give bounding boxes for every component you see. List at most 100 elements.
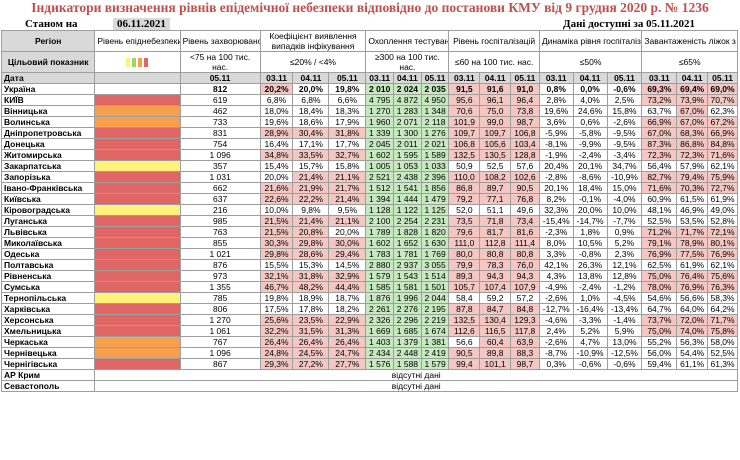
date-label: Дата [0, 72, 96, 84]
dynamics-value: 15,8% [606, 105, 643, 117]
detection-value: 31,3% [328, 325, 367, 337]
legend-swatch-red [144, 58, 149, 68]
hospital-value: 108,2 [479, 171, 512, 183]
hospital-value: 51,1 [479, 204, 512, 216]
detection-value: 44,4% [328, 281, 367, 293]
region-name: Севастополь [0, 380, 96, 392]
hospital-value: 128,8 [510, 149, 540, 161]
region-name: Одеська [0, 248, 96, 260]
dynamics-value: 4,7% [572, 336, 608, 348]
epi-level-swatch [94, 314, 181, 326]
beds-value: 79,4% [676, 171, 709, 183]
dynamics-value: 13,8% [572, 270, 608, 282]
detection-value: 31,8% [292, 270, 330, 282]
region-name: Запорізька [0, 171, 96, 183]
testing-value: 1 444 [393, 193, 422, 205]
dynamics-value: -3,3% [572, 314, 608, 326]
detection-value: 18,0% [259, 105, 294, 117]
beds-value: 52,5% [707, 347, 738, 359]
region-name: Дніпропетровська [0, 127, 96, 139]
testing-value: 1 122 [393, 204, 422, 216]
dynamics-value: -0,6% [606, 358, 643, 370]
detection-value: 34,8% [259, 149, 294, 161]
epi-level-swatch [94, 358, 181, 370]
detection-value: 27,2% [292, 358, 330, 370]
beds-value: 48,1% [641, 204, 678, 216]
table-row: Миколаївська 855 30,3% 29,8% 30,0% 1 602 1 652… [0, 237, 738, 249]
testing-value: 1 820 [420, 226, 450, 238]
dynamics-value: 2,3% [606, 248, 643, 260]
as-of-bar: Станом на 06.11.2021 Дані доступні за 05… [0, 18, 740, 32]
testing-value: 2 261 [365, 303, 395, 315]
testing-value: 2 276 [393, 303, 422, 315]
hospital-value: 49,6 [510, 204, 540, 216]
date-epi-level [94, 72, 181, 84]
dynamics-value: 12,1% [606, 259, 643, 271]
detection-value: 18,4% [292, 105, 330, 117]
hospital-value: 111,4 [510, 237, 540, 249]
incidence-value: 973 [179, 270, 261, 282]
table-row: Черкаська 767 26,4% 26,4% 26,4% 1 403 1 379 1 3… [0, 336, 738, 348]
header-testing: Охоплення тестуванням [365, 30, 450, 52]
beds-value: 67,2% [707, 116, 738, 128]
hospital-value: 103,4 [510, 138, 540, 150]
beds-value: 61,9% [676, 259, 709, 271]
hospital-value: 58,4 [448, 292, 481, 304]
beds-value: 71,7% [707, 314, 738, 326]
detection-value: 22,6% [259, 193, 294, 205]
incidence-value: 733 [179, 116, 261, 128]
as-of-label: Станом на [25, 18, 78, 30]
region-name: Київська [0, 193, 96, 205]
table-row: Полтавська 876 15,5% 15,3% 14,5% 2 880 2 937 3 … [0, 259, 738, 271]
date-cell: 04.11 [292, 72, 330, 84]
epi-level-swatch [94, 204, 181, 216]
header-beds: Завантаженість ліжок з киснем [641, 30, 738, 52]
hospital-value: 98,7 [510, 116, 540, 128]
dynamics-value: -16,4% [572, 303, 608, 315]
epi-level-swatch [94, 94, 181, 106]
beds-value: 60,9% [641, 193, 678, 205]
dynamics-value: -1,4% [606, 314, 643, 326]
dynamics-value: -10,9% [572, 347, 608, 359]
beds-value: 79,1% [641, 237, 678, 249]
testing-value: 1 053 [393, 160, 422, 172]
beds-value: 84,8% [707, 138, 738, 150]
detection-value: 26,4% [292, 336, 330, 348]
testing-value: 1 276 [420, 127, 450, 139]
testing-value: 1 579 [420, 358, 450, 370]
hospital-value: 109,7 [448, 127, 481, 139]
table-row: Кіровоградська 216 10,0% 9,8% 9,5% 1 128 1 122… [0, 204, 738, 216]
beds-value: 49,0% [707, 204, 738, 216]
incidence-value: 985 [179, 215, 261, 227]
epi-level-swatch [94, 171, 181, 183]
testing-value: 2 937 [393, 259, 422, 271]
beds-value: 71,6% [641, 182, 678, 194]
hospital-value: 130,5 [479, 149, 512, 161]
legend-swatch-yellow [126, 58, 131, 68]
table-row: Одеська 1 021 29,8% 28,6% 29,4% 1 783 1 781 1 7… [0, 248, 738, 260]
date-cell: 03.11 [448, 72, 481, 84]
detection-value: 28,9% [259, 127, 294, 139]
beds-value: 64,0% [676, 303, 709, 315]
detection-value: 19,8% [259, 292, 294, 304]
hospital-value: 63,9 [510, 336, 540, 348]
detection-value: 18,3% [328, 105, 367, 117]
hospital-value: 77,1 [479, 193, 512, 205]
hospital-value: 75,0 [479, 105, 512, 117]
detection-value: 29,8% [259, 248, 294, 260]
table-row: Львівська 763 21,5% 20,8% 20,0% 1 789 1 828 1 8… [0, 226, 738, 238]
table-row: Херсонська 1 270 25,6% 23,5% 22,9% 2 326 2 296… [0, 314, 738, 326]
beds-value: 67,0% [676, 116, 709, 128]
beds-value: 61,1% [676, 358, 709, 370]
detection-value: 28,6% [292, 248, 330, 260]
no-data-note: відсутні дані [94, 380, 738, 392]
testing-value: 1 630 [420, 237, 450, 249]
beds-value: 69,3% [641, 83, 678, 95]
hospital-value: 50,9 [448, 160, 481, 172]
region-name: Закарпатська [0, 160, 96, 172]
testing-value: 4 795 [365, 94, 395, 106]
header-dynamics: Динаміка рівня госпіталізацій [538, 30, 643, 52]
incidence-value: 357 [179, 160, 261, 172]
detection-value: 9,5% [328, 204, 367, 216]
detection-value: 31,5% [292, 325, 330, 337]
